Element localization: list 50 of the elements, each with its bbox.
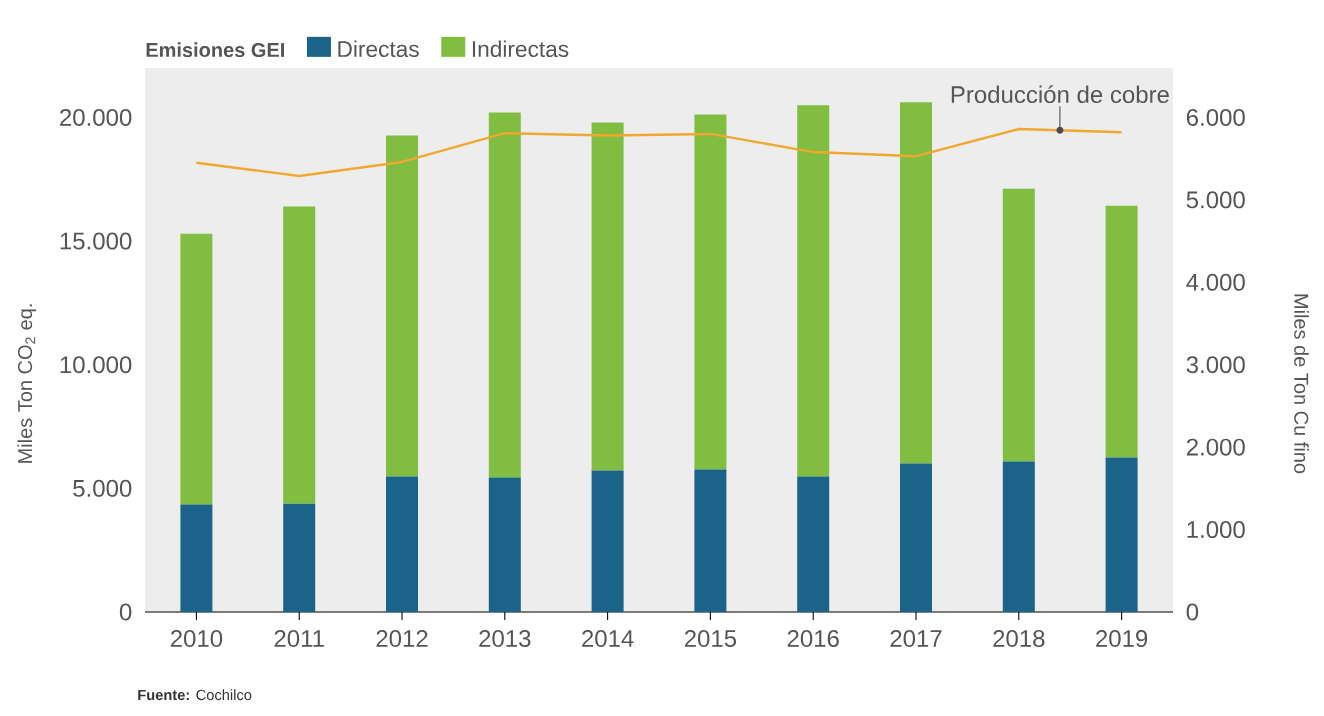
x-tick-label: 2015 [684, 630, 737, 648]
y2-tick-label: 0 [1186, 603, 1199, 621]
y-tick-label: 10.000 [60, 356, 132, 374]
bar [1105, 457, 1138, 612]
bar [1105, 205, 1138, 458]
bar [694, 114, 727, 470]
bar [283, 206, 316, 504]
y2-tick-label: 2.000 [1186, 438, 1245, 456]
x-tick-label: 2018 [993, 630, 1045, 648]
bar [180, 233, 213, 505]
y-tick-label: 15.000 [60, 232, 132, 250]
y2-tick-label: 1.000 [1187, 521, 1245, 539]
x-tick-label: 2014 [582, 630, 634, 648]
legend-title: Emisiones GEI [146, 42, 284, 58]
x-tick-label: 2017 [890, 630, 942, 648]
x-tick-label: 2016 [787, 630, 839, 648]
bar [283, 503, 316, 612]
bar [591, 122, 624, 471]
series-label: Producción de cobre [951, 85, 1169, 104]
y-axis-title: Miles Ton CO$_{2}$ eq. [17, 304, 37, 463]
x-tick-label: 2012 [376, 630, 428, 648]
bar [488, 477, 521, 612]
bar [797, 105, 830, 477]
y2-tick-label: 3.000 [1186, 356, 1245, 374]
bar [386, 476, 419, 612]
x-tick-label: 2019 [1096, 630, 1148, 648]
line-series [195, 127, 1123, 178]
bar [797, 476, 830, 612]
text: Fuente: Cochilco [138, 689, 252, 701]
x-tick-label: 2010 [170, 630, 223, 648]
legend-label: Directas [338, 40, 419, 58]
y2-axis-title: Miles de Ton Cu fino [1294, 294, 1309, 474]
bar [1002, 461, 1035, 612]
x-tick-label: 2013 [479, 630, 531, 648]
y2-tick-label: 6.000 [1186, 108, 1245, 126]
legend-label: Indirectas [472, 40, 569, 58]
bar [1002, 188, 1035, 462]
y2-tick-label: 4.000 [1186, 273, 1245, 291]
bar [900, 463, 932, 612]
y-tick-label: 20.000 [60, 108, 132, 126]
bar [900, 102, 932, 464]
y2-tick-label: 5.000 [1186, 191, 1245, 209]
y-tick-label: 0 [119, 603, 132, 621]
bar [180, 504, 213, 612]
bar [694, 469, 727, 612]
bar [386, 135, 419, 477]
bar [488, 112, 521, 478]
y-tick-label: 5.000 [73, 479, 132, 497]
bar [591, 470, 624, 612]
x-tick-label: 2011 [274, 630, 324, 648]
